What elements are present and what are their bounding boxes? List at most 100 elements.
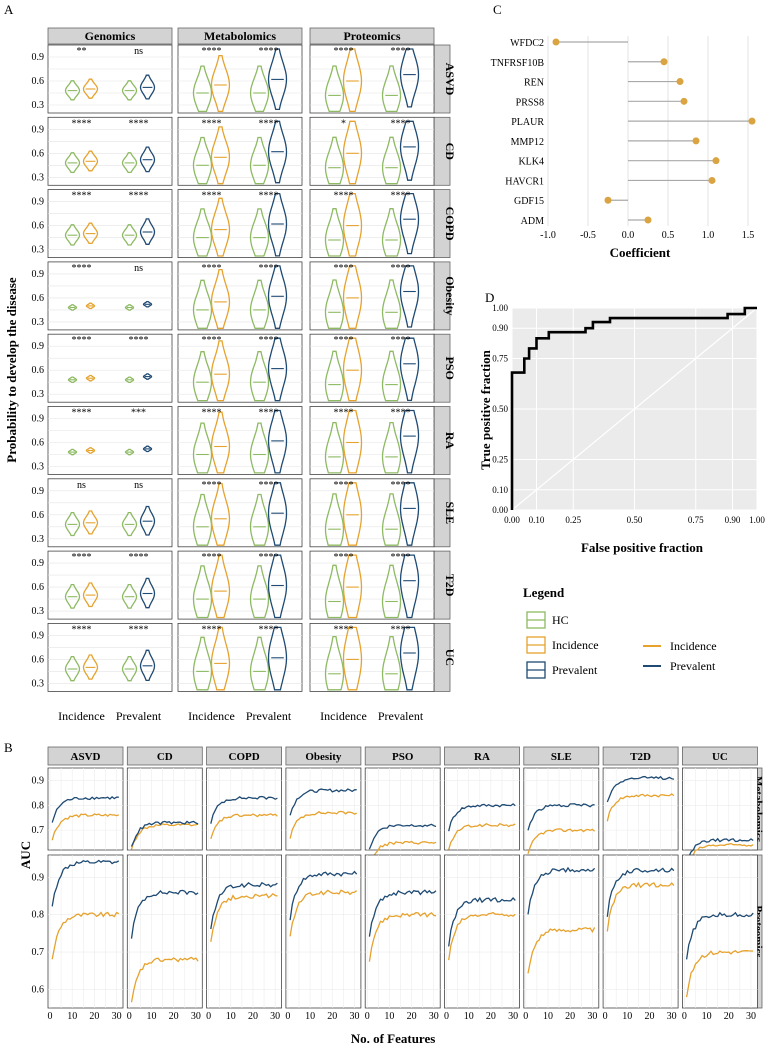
b-xtick: 10 bbox=[146, 1011, 156, 1022]
b-line-prevalent bbox=[130, 889, 199, 939]
c-point bbox=[660, 58, 668, 66]
a-ytick: 0.6 bbox=[32, 148, 45, 159]
a-ytick: 0.9 bbox=[32, 558, 45, 569]
significance-label: **** bbox=[391, 118, 411, 129]
b-strip bbox=[682, 746, 758, 766]
violin-panel bbox=[47, 550, 173, 620]
panel-label-c: C bbox=[493, 2, 502, 17]
d-diagonal bbox=[511, 307, 758, 511]
significance-label: **** bbox=[391, 191, 411, 202]
violin-hc-prevalent bbox=[381, 208, 402, 257]
a-xtick: Prevalent bbox=[246, 709, 292, 723]
b-panel bbox=[364, 854, 441, 1009]
d-ytick: 1.00 bbox=[492, 303, 508, 313]
a-ytick: 0.3 bbox=[32, 678, 45, 689]
violin-incidence bbox=[342, 337, 363, 402]
c-feature-label: TNFRSF10B bbox=[491, 58, 545, 69]
significance-label: ** bbox=[76, 46, 86, 57]
panel-d: False positive fraction True positive fr… bbox=[478, 303, 765, 555]
violin-hc-incidence bbox=[64, 583, 81, 609]
significance-label: **** bbox=[333, 480, 353, 491]
b-line-incidence bbox=[606, 881, 675, 932]
violin-hc-prevalent bbox=[249, 422, 270, 474]
b-xtick: 30 bbox=[587, 1011, 597, 1022]
violin-hc-incidence bbox=[192, 136, 213, 185]
violin-hc-incidence bbox=[64, 80, 81, 101]
significance-label: **** bbox=[333, 46, 353, 57]
b-ytick: 0.9 bbox=[32, 872, 45, 883]
significance-label: **** bbox=[129, 191, 149, 202]
violin-hc-prevalent bbox=[381, 350, 402, 402]
violin-hc-prevalent bbox=[249, 65, 270, 113]
c-xtick: -0.5 bbox=[580, 230, 596, 241]
violin-hc-prevalent bbox=[381, 279, 402, 329]
a-ytick: 0.6 bbox=[32, 654, 45, 665]
b-line-incidence bbox=[368, 911, 437, 962]
violin-hc-prevalent bbox=[121, 152, 138, 174]
a-xtick: Prevalent bbox=[116, 709, 162, 723]
significance-label: **** bbox=[391, 263, 411, 274]
violin-panel bbox=[47, 406, 173, 475]
b-xtick: 20 bbox=[327, 1011, 337, 1022]
legend-box-label: HC bbox=[552, 613, 569, 627]
significance-label: ns bbox=[77, 480, 86, 491]
violin-hc-prevalent bbox=[249, 351, 270, 402]
violin-hc-incidence bbox=[192, 636, 213, 691]
row-strip-label-pso: PSO bbox=[443, 357, 457, 380]
b-xtick: 10 bbox=[384, 1011, 394, 1022]
violin-hc-incidence bbox=[324, 350, 345, 402]
panel-c: Coefficient -1.0 -0.5 0.0 0.5 1.0 1.5 WFDC2 TNF… bbox=[491, 36, 756, 260]
significance-label: **** bbox=[201, 552, 221, 563]
b-xtick: 20 bbox=[724, 1011, 734, 1022]
a-xtick: Incidence bbox=[320, 709, 367, 723]
violin-prevalent bbox=[139, 218, 156, 245]
violin-incidence bbox=[342, 554, 363, 619]
c-point bbox=[692, 137, 700, 145]
c-point bbox=[680, 97, 688, 105]
violin-panel bbox=[47, 261, 173, 331]
b-line-prevalent bbox=[368, 823, 437, 850]
violin-hc-incidence bbox=[324, 493, 345, 546]
violin-incidence bbox=[342, 409, 363, 474]
violin-prevalent bbox=[267, 482, 288, 546]
d-xtick: 0.25 bbox=[565, 515, 581, 525]
a-ytick: 0.3 bbox=[32, 389, 45, 400]
b-ytick: 0.7 bbox=[32, 947, 45, 958]
violin-hc-incidence bbox=[192, 565, 213, 619]
panel-b-ylabel: AUC bbox=[18, 841, 33, 869]
violin-incidence bbox=[342, 265, 363, 329]
b-strip bbox=[364, 746, 441, 766]
violin-incidence bbox=[210, 197, 231, 257]
b-ytick: 0.8 bbox=[32, 800, 45, 811]
violin-incidence bbox=[342, 482, 363, 546]
b-panel bbox=[285, 767, 362, 851]
significance-label: **** bbox=[259, 408, 279, 419]
violin-hc-prevalent bbox=[124, 376, 135, 384]
panel-a-ylabel: Probability to develop the disease bbox=[4, 277, 19, 463]
violin-prevalent bbox=[139, 577, 156, 609]
row-strip-label-t2d: T2D bbox=[443, 574, 457, 597]
significance-label: **** bbox=[391, 335, 411, 346]
b-line-incidence bbox=[685, 950, 754, 998]
significance-label: **** bbox=[333, 624, 353, 635]
roc-curve bbox=[510, 306, 757, 510]
b-strip-label: ASVD bbox=[71, 751, 101, 763]
a-ytick: 0.3 bbox=[32, 534, 45, 545]
panel-b: ASVD CD COPD Obesity PSO RA SLE T2D UCMetabolomi… bbox=[32, 746, 764, 1022]
c-feature-label: WFDC2 bbox=[510, 38, 544, 49]
b-xtick: 30 bbox=[112, 1011, 122, 1022]
b-panel bbox=[126, 854, 203, 1009]
b-xtick: 0 bbox=[206, 1011, 211, 1022]
violin-hc-incidence bbox=[67, 304, 78, 311]
b-xtick: 10 bbox=[464, 1011, 474, 1022]
violin-hc-incidence bbox=[192, 422, 213, 474]
violin-incidence bbox=[210, 482, 231, 546]
significance-label: **** bbox=[333, 552, 353, 563]
panel-label-d: D bbox=[485, 290, 494, 305]
significance-label: **** bbox=[333, 408, 353, 419]
b-strip-label: T2D bbox=[630, 751, 651, 763]
c-point bbox=[676, 78, 684, 86]
violin-panel bbox=[309, 44, 435, 114]
violin-hc-incidence bbox=[64, 655, 81, 682]
